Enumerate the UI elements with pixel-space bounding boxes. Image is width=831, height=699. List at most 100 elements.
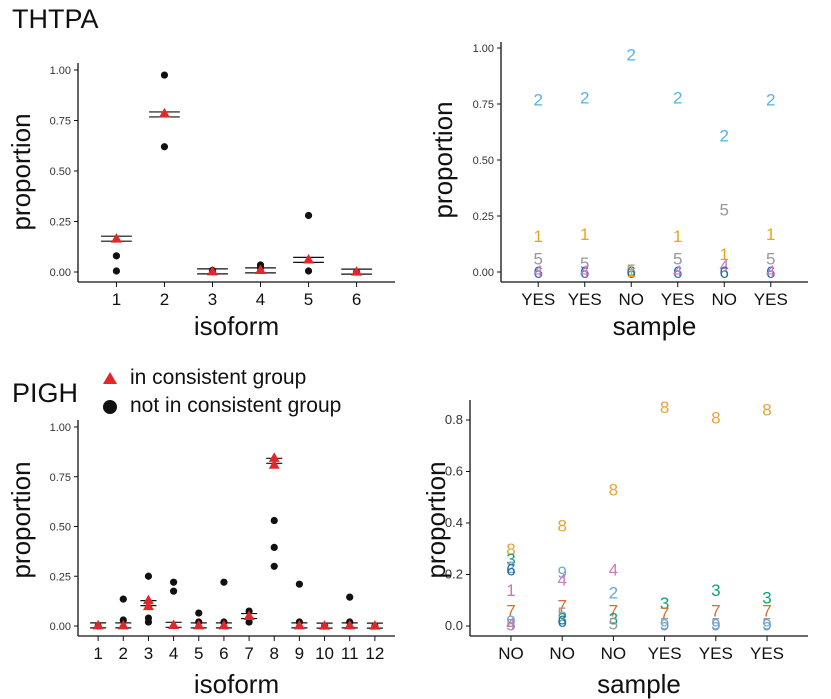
data-point-triangle (168, 619, 180, 630)
data-point-label: 9 (711, 616, 720, 635)
data-point-dot (346, 593, 354, 601)
data-point-label: 4 (580, 262, 589, 281)
data-point-label: 6 (627, 263, 636, 282)
data-point-label: 9 (506, 612, 515, 631)
x-tick-label: YES (699, 644, 733, 663)
data-point-dot (304, 211, 313, 220)
data-point-label: 7 (557, 596, 566, 615)
data-point-label: 7 (660, 604, 669, 623)
x-tick-label: 11 (341, 644, 359, 663)
data-point-label: 8 (711, 408, 720, 427)
data-point-triangle (243, 610, 255, 621)
data-point-dot (195, 609, 203, 617)
y-tick-label: 0.8 (445, 412, 463, 427)
x-tick-label: NO (549, 644, 575, 663)
data-point-label: 5 (506, 616, 515, 635)
data-point-label: 5 (609, 614, 618, 633)
y-tick-label: 1.00 (50, 422, 71, 434)
x-tick-label: YES (750, 644, 784, 663)
data-point-label: 1 (766, 225, 775, 244)
data-point-dot (119, 595, 127, 603)
data-point-label: 6 (533, 263, 542, 282)
data-point-label: 4 (609, 560, 618, 579)
data-point-label: 6 (557, 612, 566, 631)
pigh-title: PIGH (12, 378, 79, 408)
data-point-label: 8 (762, 401, 771, 420)
data-point-label: 9 (762, 616, 771, 635)
y-tick-label: 0.25 (50, 571, 71, 583)
y-tick-label: 1.00 (50, 65, 71, 77)
data-point-label: 3 (660, 594, 669, 613)
x-tick-label: 1 (112, 290, 121, 309)
black-dot-icon (100, 396, 130, 416)
data-point-label: 5 (673, 250, 682, 269)
x-tick-label: 5 (194, 644, 203, 663)
data-point-label: 8 (660, 398, 669, 417)
data-point-label: 5 (533, 250, 542, 269)
data-point-label: 6 (720, 263, 729, 282)
x-tick-label: 6 (219, 644, 228, 663)
data-point-dot (170, 578, 178, 586)
y-tick-label: 0.0 (445, 618, 463, 633)
data-point-dot (295, 580, 303, 588)
data-point-triangle (206, 265, 218, 276)
data-point-triangle (268, 459, 280, 469)
data-point-dot (112, 267, 121, 275)
data-point-label: 5 (762, 614, 771, 633)
data-point-label: 8 (609, 481, 618, 500)
data-point-dot (270, 543, 278, 551)
y-axis-label: proportion (421, 461, 451, 578)
data-point-label: 3 (711, 581, 720, 600)
data-point-label: 8 (506, 540, 515, 559)
data-point-label: 2 (533, 91, 542, 110)
data-point-dot (144, 618, 153, 626)
data-point-label: 2 (673, 88, 682, 107)
y-tick-label: 0.25 (50, 217, 71, 229)
x-tick-label: 2 (160, 290, 169, 309)
data-point-label: 3 (557, 609, 566, 628)
y-axis-label: proportion (428, 101, 458, 218)
legend-dot-label: not in consistent group (130, 394, 342, 417)
data-point-label: 2 (609, 584, 618, 603)
x-tick-label: 6 (352, 290, 361, 309)
y-tick-label: 0.4 (445, 515, 463, 530)
legend-triangle-label: in consistent group (130, 366, 307, 389)
data-point-triangle (293, 619, 305, 630)
data-point-label: 7 (711, 602, 720, 621)
data-point-dot (220, 578, 228, 586)
data-point-label: 9 (557, 563, 566, 582)
data-point-triangle (218, 619, 230, 630)
data-point-label: 4 (720, 256, 729, 275)
data-point-dot (170, 587, 178, 595)
x-tick-label: 12 (365, 644, 384, 663)
x-tick-label: 1 (93, 644, 102, 663)
legend-item-dot: not in consistent group (100, 392, 341, 420)
data-point-triangle (193, 619, 205, 630)
y-tick-label: 0.25 (473, 211, 494, 223)
data-point-label: 2 (720, 126, 729, 145)
data-point-triangle (369, 620, 381, 630)
y-tick-label: 0.50 (50, 166, 71, 178)
y-tick-label: 0.00 (50, 621, 71, 633)
data-point-label: 4 (673, 262, 682, 281)
x-tick-label: YES (661, 290, 695, 309)
data-point-label: 1 (506, 581, 515, 600)
y-tick-label: 1.00 (473, 43, 494, 55)
x-tick-label: 3 (208, 290, 217, 309)
data-point-label: 2 (580, 88, 589, 107)
data-point-label: 9 (660, 616, 669, 635)
legend-item-triangle: in consistent group (100, 364, 341, 392)
data-point-label: 2 (627, 46, 636, 65)
data-point-label: 5 (720, 200, 729, 219)
x-tick-label: 10 (315, 644, 334, 663)
chart-panel-2: 0.00 0.25 0.50 0.75 1.00 YES YES NO YES NO YES samp… (428, 42, 808, 341)
y-tick-label: 0.2 (445, 567, 463, 582)
data-point-label: 1 (533, 227, 542, 246)
data-point-label: 5 (627, 261, 636, 280)
y-tick-label: 0.75 (473, 99, 494, 111)
x-tick-label: NO (498, 644, 524, 663)
chart-panel-4: 0.0 0.2 0.4 0.6 0.8 NO NO NO YES YES YES sample prop… (421, 398, 808, 699)
x-tick-label: 4 (256, 290, 265, 309)
x-tick-label: 3 (144, 644, 153, 663)
